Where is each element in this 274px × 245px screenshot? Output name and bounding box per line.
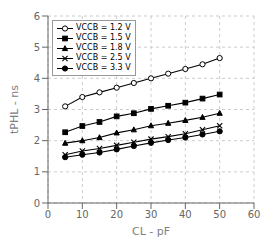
svg-text:50: 50	[213, 209, 226, 220]
svg-text:tPHL - ns: tPHL - ns	[8, 85, 21, 134]
html-text:VCCB = 2.5 V: VCCB = 2.5 V	[76, 53, 131, 62]
svg-text:60: 60	[248, 209, 261, 220]
svg-text:6: 6	[34, 11, 40, 22]
svg-text:5: 5	[34, 42, 40, 53]
html-text:VCCB = 1.5 V: VCCB = 1.5 V	[76, 33, 131, 42]
html-text:VCCB = 1.8 V: VCCB = 1.8 V	[76, 43, 131, 52]
svg-text:40: 40	[179, 209, 192, 220]
html-text:VCCB = 1.2 V: VCCB = 1.2 V	[76, 23, 131, 32]
svg-text:3: 3	[34, 104, 40, 115]
svg-text:4: 4	[34, 73, 40, 84]
svg-text:CL - pF: CL - pF	[132, 225, 170, 237]
svg-text:0: 0	[34, 198, 40, 209]
svg-text:0: 0	[45, 209, 51, 220]
html-text:VCCB = 3.3 V: VCCB = 3.3 V	[76, 63, 131, 72]
svg-text:20: 20	[110, 209, 123, 220]
svg-text:1: 1	[34, 166, 40, 177]
svg-text:10: 10	[76, 209, 89, 220]
svg-text:30: 30	[145, 209, 158, 220]
svg-text:2: 2	[34, 135, 40, 146]
